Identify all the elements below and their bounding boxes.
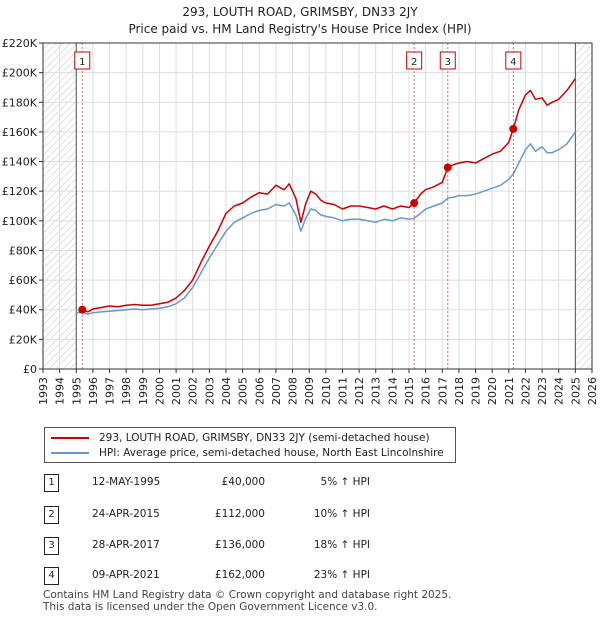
y-tick-label: £200K: [2, 67, 38, 80]
x-tick-label: 2021: [503, 377, 516, 405]
y-tick-label: £80K: [9, 244, 38, 257]
x-tick-label: 2022: [519, 377, 532, 405]
x-tick-label: 1997: [104, 377, 117, 405]
sale-point-marker: [78, 305, 87, 314]
sale-number-label: 2: [411, 57, 417, 68]
tx-price: £162,000: [214, 569, 265, 581]
tx-number: 1: [44, 474, 59, 492]
y-tick-label: £20K: [9, 333, 38, 346]
tx-date: 09-APR-2021: [92, 569, 160, 581]
sale-number-label: 3: [445, 57, 451, 68]
x-tick-label: 2020: [486, 377, 499, 405]
x-tick-label: 2025: [569, 377, 582, 405]
x-tick-label: 2018: [453, 377, 466, 405]
x-tick-label: 2006: [253, 377, 266, 405]
tx-number: 4: [44, 567, 59, 585]
sale-number-label: 1: [79, 57, 85, 68]
footer-line-1: Contains HM Land Registry data © Crown c…: [43, 589, 452, 601]
series-property-line: [82, 78, 577, 313]
hatched-region-after: [575, 43, 592, 369]
x-tick-label: 2023: [536, 377, 549, 405]
sale-point-marker: [509, 124, 518, 133]
legend-item-hpi: HPI: Average price, semi-detached house,…: [51, 446, 444, 460]
x-tick-label: 2004: [220, 377, 233, 405]
chart-subtitle: Price paid vs. HM Land Registry's House …: [128, 22, 472, 36]
legend-swatch-property: [51, 437, 89, 439]
x-tick-label: 2005: [237, 377, 250, 405]
footer-line-2: This data is licensed under the Open Gov…: [43, 601, 378, 613]
series-hpi-line: [76, 131, 577, 315]
sale-number-box: [406, 51, 423, 70]
x-tick-label: 2024: [553, 377, 566, 405]
sale-number-box: [439, 51, 456, 70]
tx-hpi-change: 5% ↑ HPI: [320, 476, 370, 488]
sale-point-marker: [443, 163, 452, 172]
sale-number-box: [74, 51, 91, 70]
sale-point-marker: [410, 199, 419, 208]
y-tick-label: £60K: [9, 274, 38, 287]
y-tick-label: £220K: [2, 37, 38, 50]
tx-date: 12-MAY-1995: [92, 476, 161, 488]
tx-hpi-change: 10% ↑ HPI: [313, 508, 370, 520]
plot-frame: [42, 42, 593, 370]
x-tick-label: 1993: [37, 377, 50, 405]
x-tick-label: 2009: [303, 377, 316, 405]
x-tick-label: 2008: [287, 377, 300, 405]
x-tick-label: 2011: [336, 377, 349, 405]
y-tick-label: £0: [23, 363, 37, 376]
tx-number: 2: [44, 506, 59, 524]
x-tick-label: 2019: [470, 377, 483, 405]
x-tick-label: 2003: [203, 377, 216, 405]
y-tick-label: £120K: [2, 185, 38, 198]
x-tick-label: 1998: [120, 377, 133, 405]
y-tick-label: £40K: [9, 304, 38, 317]
y-tick-label: £180K: [2, 96, 38, 109]
sale-number-label: 4: [510, 57, 516, 68]
x-tick-label: 2015: [403, 377, 416, 405]
x-tick-label: 2016: [420, 377, 433, 405]
sale-number-box: [505, 51, 522, 70]
x-tick-label: 1999: [137, 377, 150, 405]
y-tick-label: £140K: [2, 156, 38, 169]
x-tick-label: 2010: [320, 377, 333, 405]
x-tick-label: 1996: [87, 377, 100, 405]
x-tick-label: 2014: [386, 377, 399, 405]
chart-title: 293, LOUTH ROAD, GRIMSBY, DN33 2JY: [182, 5, 418, 19]
legend-swatch-hpi: [51, 452, 89, 454]
x-tick-label: 2017: [436, 377, 449, 405]
y-tick-label: £160K: [2, 126, 38, 139]
tx-price: £136,000: [214, 539, 265, 551]
legend-item-property: 293, LOUTH ROAD, GRIMSBY, DN33 2JY (semi…: [51, 431, 430, 445]
x-tick-label: 2013: [370, 377, 383, 405]
tx-hpi-change: 23% ↑ HPI: [313, 569, 370, 581]
tx-price: £112,000: [214, 508, 265, 520]
y-tick-label: £100K: [2, 215, 38, 228]
tx-hpi-change: 18% ↑ HPI: [313, 539, 370, 551]
footer: Contains HM Land Registry data © Crown c…: [43, 589, 451, 613]
x-tick-label: 2000: [153, 377, 166, 405]
tx-price: £40,000: [221, 476, 265, 488]
x-tick-label: 2012: [353, 377, 366, 405]
x-tick-label: 2002: [187, 377, 200, 405]
plot-area: [43, 43, 592, 369]
tx-number: 3: [44, 537, 59, 555]
price-chart: 1 2 3 4 £0 £20K £40K £60K £80K £100K £120K £140K £1…: [2, 37, 599, 405]
x-tick-label: 2026: [586, 377, 599, 405]
x-tick-label: 2001: [170, 377, 183, 405]
tx-date: 28-APR-2017: [92, 539, 160, 551]
legend-label-property: 293, LOUTH ROAD, GRIMSBY, DN33 2JY (semi…: [99, 432, 430, 444]
x-tick-label: 2007: [270, 377, 283, 405]
tx-date: 24-APR-2015: [92, 508, 160, 520]
chart-legend: 293, LOUTH ROAD, GRIMSBY, DN33 2JY (semi…: [44, 427, 456, 463]
x-tick-label: 1994: [54, 377, 67, 405]
x-tick-label: 1995: [70, 377, 83, 405]
legend-label-hpi: HPI: Average price, semi-detached house,…: [99, 447, 444, 459]
